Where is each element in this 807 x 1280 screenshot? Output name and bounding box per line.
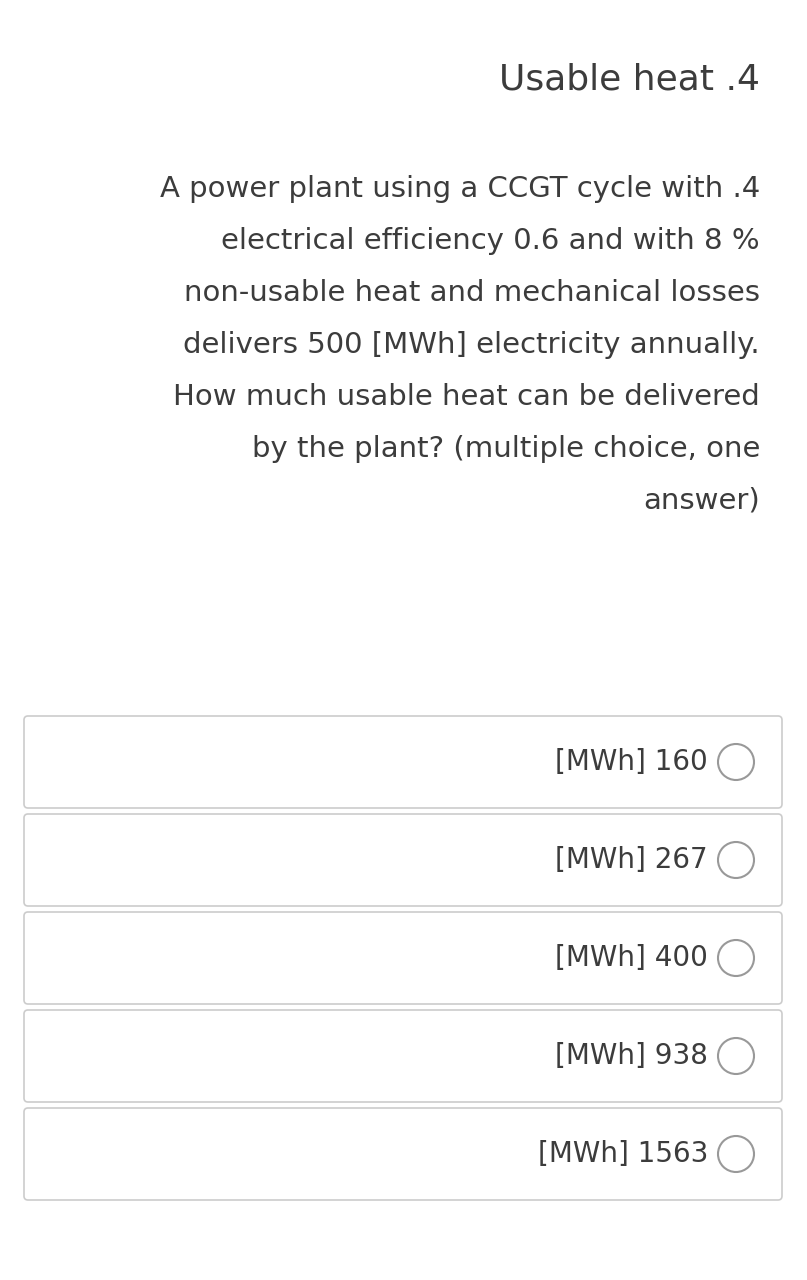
FancyBboxPatch shape <box>24 716 782 808</box>
Text: delivers 500 [MWh] electricity annually.: delivers 500 [MWh] electricity annually. <box>183 332 760 358</box>
Circle shape <box>718 842 754 878</box>
Circle shape <box>718 1137 754 1172</box>
FancyBboxPatch shape <box>24 911 782 1004</box>
Text: [MWh] 1563: [MWh] 1563 <box>537 1140 708 1167</box>
Text: How much usable heat can be delivered: How much usable heat can be delivered <box>174 383 760 411</box>
Circle shape <box>718 1038 754 1074</box>
Text: [MWh] 400: [MWh] 400 <box>555 945 708 972</box>
Circle shape <box>718 744 754 780</box>
Text: non-usable heat and mechanical losses: non-usable heat and mechanical losses <box>184 279 760 307</box>
Text: Usable heat .4: Usable heat .4 <box>499 61 760 96</box>
FancyBboxPatch shape <box>24 1108 782 1201</box>
Text: [MWh] 267: [MWh] 267 <box>555 846 708 874</box>
FancyBboxPatch shape <box>24 814 782 906</box>
Circle shape <box>718 940 754 975</box>
Text: answer): answer) <box>643 486 760 515</box>
Text: electrical efficiency 0.6 and with 8 %: electrical efficiency 0.6 and with 8 % <box>221 227 760 255</box>
Text: [MWh] 938: [MWh] 938 <box>555 1042 708 1070</box>
Text: [MWh] 160: [MWh] 160 <box>555 748 708 776</box>
Text: A power plant using a CCGT cycle with .4: A power plant using a CCGT cycle with .4 <box>160 175 760 204</box>
Text: by the plant? (multiple choice, one: by the plant? (multiple choice, one <box>252 435 760 463</box>
FancyBboxPatch shape <box>24 1010 782 1102</box>
